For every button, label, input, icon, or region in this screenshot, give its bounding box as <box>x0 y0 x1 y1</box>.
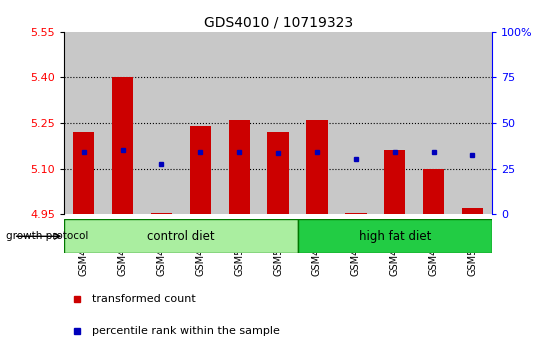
Bar <box>375 32 414 214</box>
Bar <box>306 120 328 214</box>
Bar <box>423 169 444 214</box>
Bar <box>414 32 453 214</box>
Bar <box>384 150 405 214</box>
Title: GDS4010 / 10719323: GDS4010 / 10719323 <box>203 15 353 29</box>
Bar <box>151 213 172 214</box>
Bar <box>64 32 103 214</box>
Bar <box>190 126 211 214</box>
Bar <box>112 78 133 214</box>
Text: control diet: control diet <box>147 230 215 243</box>
Bar <box>345 213 367 214</box>
Bar <box>337 32 375 214</box>
Text: high fat diet: high fat diet <box>358 230 431 243</box>
Bar <box>220 32 259 214</box>
Bar <box>229 120 250 214</box>
Bar <box>297 219 492 253</box>
Text: growth protocol: growth protocol <box>6 232 88 241</box>
Bar <box>73 132 94 214</box>
Bar <box>267 132 289 214</box>
Text: transformed count: transformed count <box>92 295 196 304</box>
Bar <box>453 32 492 214</box>
Bar <box>64 219 297 253</box>
Bar <box>259 32 297 214</box>
Bar <box>297 32 337 214</box>
Bar <box>181 32 220 214</box>
Bar <box>462 208 483 214</box>
Bar <box>142 32 181 214</box>
Bar <box>103 32 142 214</box>
Text: percentile rank within the sample: percentile rank within the sample <box>92 326 280 336</box>
